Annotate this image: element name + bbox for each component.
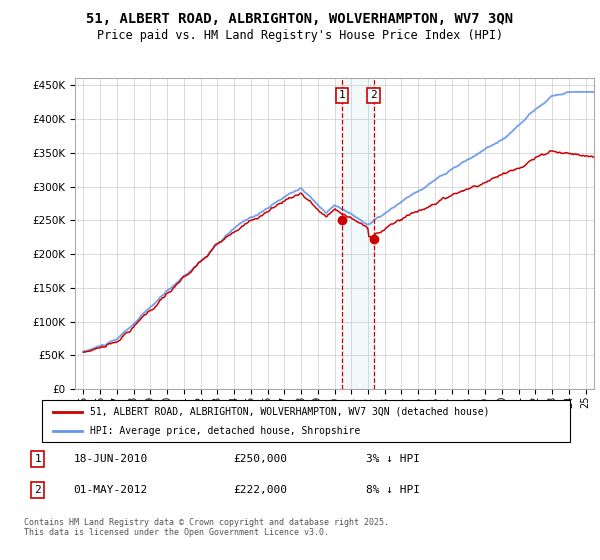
Text: 18-JUN-2010: 18-JUN-2010 xyxy=(74,454,148,464)
Text: 2: 2 xyxy=(34,485,41,495)
Text: £250,000: £250,000 xyxy=(234,454,288,464)
Text: 51, ALBERT ROAD, ALBRIGHTON, WOLVERHAMPTON, WV7 3QN (detached house): 51, ALBERT ROAD, ALBRIGHTON, WOLVERHAMPT… xyxy=(89,407,489,417)
Text: 1: 1 xyxy=(339,90,346,100)
Text: Contains HM Land Registry data © Crown copyright and database right 2025.
This d: Contains HM Land Registry data © Crown c… xyxy=(24,518,389,538)
Bar xyxy=(342,78,374,389)
Text: 2: 2 xyxy=(370,90,377,100)
Text: Price paid vs. HM Land Registry's House Price Index (HPI): Price paid vs. HM Land Registry's House … xyxy=(97,29,503,42)
Text: £222,000: £222,000 xyxy=(234,485,288,495)
Text: 51, ALBERT ROAD, ALBRIGHTON, WOLVERHAMPTON, WV7 3QN: 51, ALBERT ROAD, ALBRIGHTON, WOLVERHAMPT… xyxy=(86,12,514,26)
Text: 8% ↓ HPI: 8% ↓ HPI xyxy=(366,485,420,495)
FancyBboxPatch shape xyxy=(42,400,570,442)
Text: 01-MAY-2012: 01-MAY-2012 xyxy=(74,485,148,495)
Text: 3% ↓ HPI: 3% ↓ HPI xyxy=(366,454,420,464)
Text: 1: 1 xyxy=(34,454,41,464)
Text: HPI: Average price, detached house, Shropshire: HPI: Average price, detached house, Shro… xyxy=(89,426,360,436)
